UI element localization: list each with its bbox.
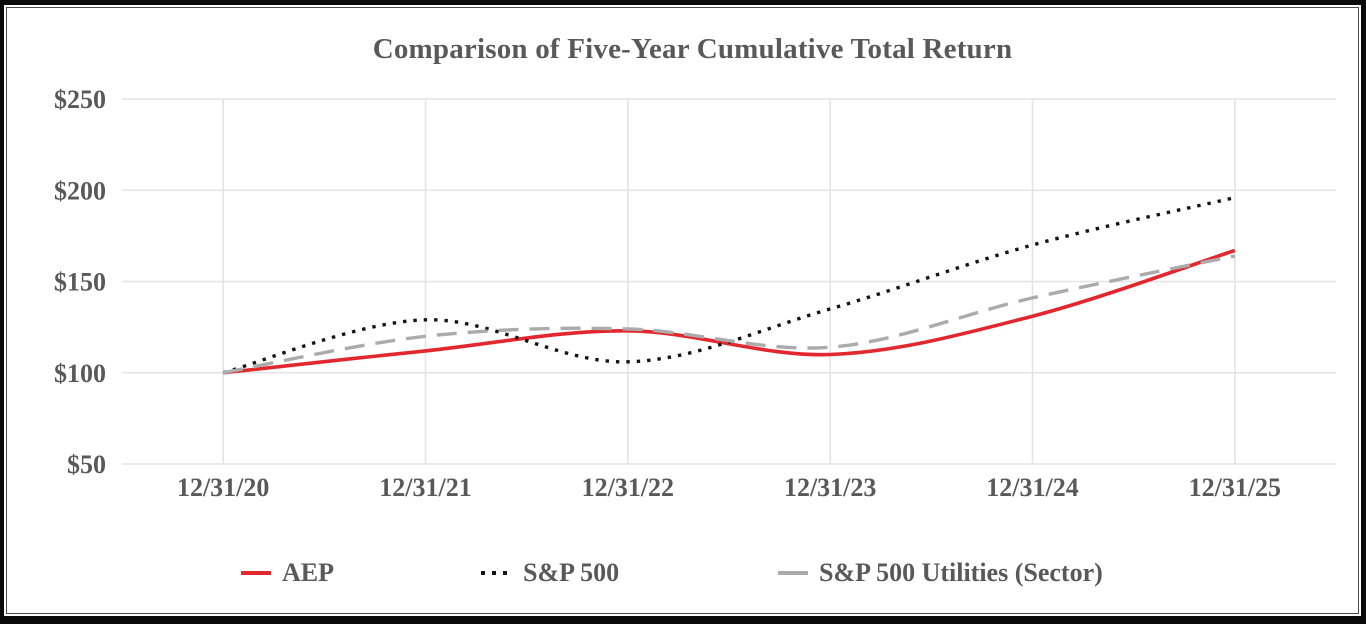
- y-axis-tick-label: $100: [54, 359, 106, 388]
- y-axis-tick-label: $50: [67, 450, 106, 479]
- y-axis-tick-label: $150: [54, 268, 106, 297]
- series-line-s-p-500-utilities-sector: [222, 254, 1236, 375]
- legend-label-sp500-utilities: S&P 500 Utilities (Sector): [819, 558, 1103, 587]
- legend-item-aep: AEP: [241, 556, 334, 590]
- x-axis-tick-label: 12/31/23: [784, 473, 876, 502]
- plot-area: $50 $100 $150 $200 $250 12/31/20 12/31/21 12/31…: [54, 85, 1336, 502]
- legend-label-aep: AEP: [282, 558, 334, 587]
- x-axis-tick-label: 12/31/25: [1189, 473, 1281, 502]
- legend-item-sp500: S&P 500: [481, 556, 619, 590]
- legend-label-sp500: S&P 500: [523, 558, 620, 587]
- series-line-s-p-500: [222, 195, 1236, 375]
- y-axis-tick-label: $250: [54, 85, 106, 114]
- y-axis-tick-label: $200: [54, 176, 106, 205]
- x-axis-tick-label: 12/31/21: [379, 473, 471, 502]
- legend: AEP S&P 500 S&P 500 Utilities (Sector): [4, 556, 1361, 596]
- chart-title: Comparison of Five-Year Cumulative Total…: [372, 33, 1013, 65]
- sp500-dotted-marker-icon: [481, 571, 512, 575]
- utilities-dash-marker-icon: [778, 571, 808, 575]
- series-line-aep: [222, 248, 1236, 375]
- x-axis-tick-label: 12/31/20: [177, 473, 269, 502]
- legend-item-sp500-utilities: S&P 500 Utilities (Sector): [778, 556, 1103, 590]
- aep-line-marker-icon: [241, 571, 271, 575]
- x-axis-tick-label: 12/31/24: [986, 473, 1078, 502]
- x-axis-tick-label: 12/31/22: [582, 473, 674, 502]
